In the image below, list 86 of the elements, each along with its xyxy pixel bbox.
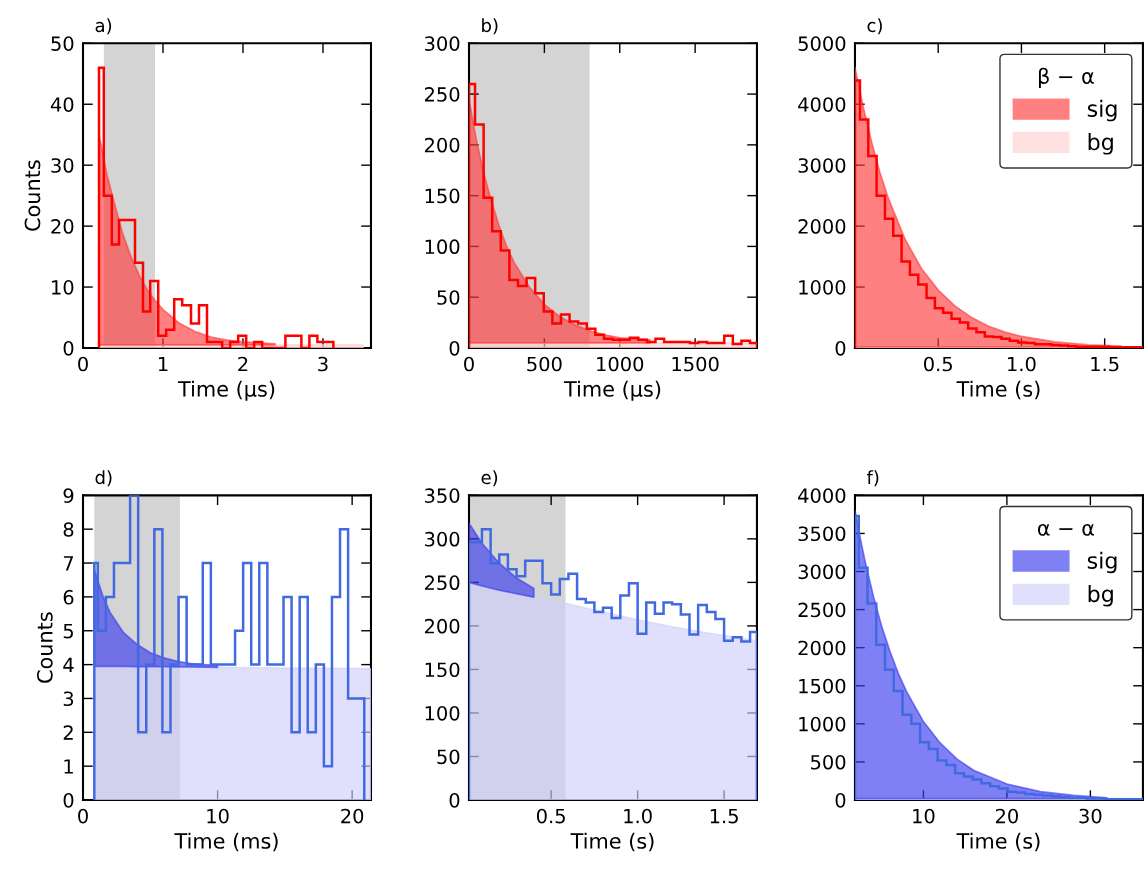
x-tick-label: 0.5	[924, 356, 952, 372]
y-tick-label: 150	[425, 188, 460, 204]
y-tick-label: 5	[63, 623, 73, 639]
x-tick-label: 0.5	[536, 808, 565, 824]
legend-label: bg	[1088, 585, 1113, 607]
x-axis-title: Time (µs)	[563, 380, 661, 401]
chart-title: b)	[482, 18, 498, 35]
y-tick-label: 2000	[798, 219, 846, 234]
y-tick-label: 250	[424, 575, 460, 591]
y-tick-label: 9	[63, 488, 74, 503]
legend-title: β − α	[1038, 67, 1094, 89]
y-tick-label: 0	[835, 792, 846, 808]
y-tick-label: 2000	[798, 640, 846, 656]
y-tick-label: 1500	[799, 678, 846, 694]
y-tick-label: 0	[449, 792, 460, 808]
x-tick-label: 2	[238, 356, 248, 372]
y-tick-label: 0	[63, 792, 74, 808]
x-tick-label: 20	[341, 808, 364, 824]
y-tick-label: 200	[424, 137, 460, 153]
x-tick-label: 30	[1079, 808, 1102, 824]
y-tick-label: 300	[425, 531, 460, 547]
x-tick-label: 1000	[597, 356, 644, 372]
y-tick-label: 1000	[799, 716, 846, 732]
x-axis-title: Time (s)	[956, 832, 1040, 852]
legend-label: sig	[1087, 99, 1117, 122]
y-axis-title: Counts	[24, 160, 41, 231]
chart-title: e)	[481, 470, 498, 487]
y-tick-label: 3000	[798, 158, 846, 173]
y-tick-label: 4	[63, 657, 74, 672]
x-tick-label: 0	[464, 356, 474, 372]
y-tick-label: 8	[63, 522, 74, 537]
y-tick-label: 1	[64, 759, 73, 774]
x-tick-label: 10	[913, 808, 935, 824]
x-axis-title: Time (µs)	[177, 380, 275, 401]
y-tick-label: 20	[51, 219, 74, 234]
y-tick-label: 4000	[798, 488, 846, 503]
y-tick-label: 300	[425, 36, 460, 51]
x-tick-label: 1.0	[624, 808, 652, 824]
y-tick-label: 0	[63, 340, 74, 356]
legend-title: α − α	[1037, 523, 1094, 536]
y-tick-label: 2	[63, 725, 73, 740]
y-axis-title: Counts	[36, 612, 53, 683]
y-tick-label: 1000	[799, 280, 846, 295]
y-tick-label: 5000	[798, 36, 846, 51]
legend-label: bg	[1088, 133, 1113, 155]
y-tick-label: 50	[437, 290, 460, 305]
y-tick-label: 150	[425, 662, 460, 678]
y-tick-label: 350	[425, 488, 460, 503]
x-tick-label: 1500	[672, 356, 719, 372]
x-tick-label: 10	[207, 808, 229, 824]
x-tick-label: 1.5	[1091, 356, 1119, 372]
y-tick-label: 0	[835, 340, 846, 356]
x-tick-label: 1.0	[1008, 356, 1036, 372]
y-tick-label: 0	[449, 340, 460, 356]
legend-label: sig	[1087, 551, 1117, 574]
y-tick-label: 10	[52, 280, 74, 295]
y-tick-label: 500	[811, 754, 846, 770]
chart-title: a)	[95, 18, 112, 35]
y-tick-label: 50	[437, 749, 460, 765]
y-tick-label: 3000	[798, 564, 846, 580]
x-tick-label: 1	[158, 356, 168, 372]
x-tick-label: 0	[78, 808, 88, 824]
chart-title: f)	[866, 470, 879, 487]
y-tick-label: 250	[424, 87, 460, 102]
y-tick-label: 7	[63, 556, 74, 571]
y-tick-label: 200	[424, 618, 460, 634]
x-tick-label: 20	[995, 808, 1018, 824]
y-tick-label: 3500	[798, 526, 846, 542]
y-tick-label: 4000	[798, 97, 846, 112]
y-tick-label: 6	[63, 589, 74, 605]
y-tick-label: 40	[50, 97, 74, 112]
x-axis-title: Time (s)	[956, 380, 1040, 400]
x-axis-title: Time (s)	[570, 832, 654, 852]
y-tick-label: 2500	[798, 602, 846, 618]
chart-title: d)	[95, 470, 112, 487]
y-tick-label: 100	[425, 239, 460, 255]
y-tick-label: 30	[51, 158, 74, 173]
x-tick-label: 1.5	[710, 808, 738, 824]
x-tick-label: 500	[527, 356, 562, 372]
x-axis-title: Time (ms)	[174, 832, 278, 852]
x-tick-label: 0	[78, 356, 88, 372]
x-tick-label: 3	[318, 356, 328, 372]
y-tick-label: 100	[425, 705, 460, 721]
y-tick-label: 50	[51, 36, 74, 51]
chart-title: c)	[867, 18, 882, 35]
y-tick-label: 3	[63, 691, 74, 707]
